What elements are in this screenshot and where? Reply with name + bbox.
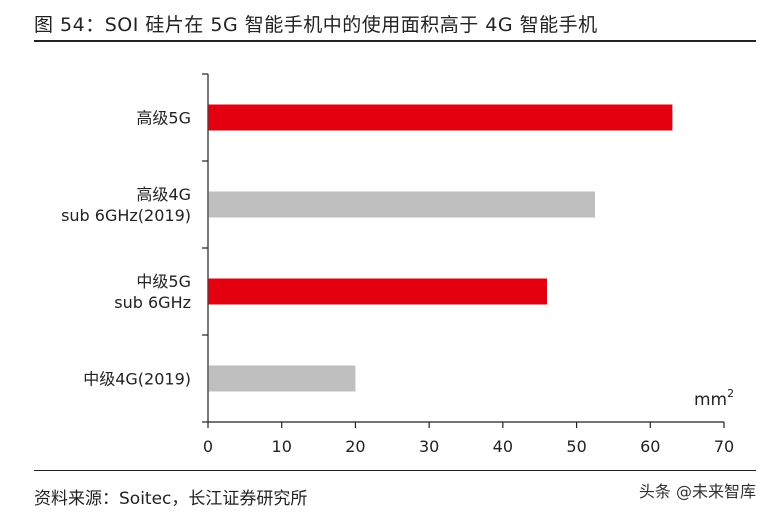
bar-chart: 高级5G 高级4G sub 6GHz(2019) 中级5G sub 6GHz 中级4G(2… <box>61 73 734 456</box>
bar <box>208 365 356 392</box>
bar <box>208 191 595 218</box>
source-rule <box>34 470 756 471</box>
x-tick-label: 30 <box>419 437 439 456</box>
figure-title: 图 54：SOI 硅片在 5G 智能手机中的使用面积高于 4G 智能手机 <box>34 14 598 36</box>
watermark: 头条 @未来智库 <box>638 482 756 501</box>
bar <box>208 278 548 305</box>
x-tick-label: 40 <box>493 437 513 456</box>
category-label: 高级4G <box>136 185 191 204</box>
x-tick-label: 70 <box>714 437 734 456</box>
category-label: sub 6GHz <box>114 293 191 312</box>
title-rule <box>34 40 756 42</box>
category-label: 中级5G <box>136 272 191 291</box>
source-text: 资料来源：Soitec，长江证券研究所 <box>34 489 308 509</box>
x-tick-label: 60 <box>640 437 660 456</box>
x-tick-label: 0 <box>203 437 213 456</box>
unit-label: mm2 <box>694 387 734 410</box>
category-label: sub 6GHz(2019) <box>61 206 191 225</box>
category-label: 中级4G(2019) <box>83 370 191 389</box>
x-tick-label: 50 <box>566 437 586 456</box>
x-tick-label: 10 <box>272 437 292 456</box>
bar <box>208 104 673 131</box>
x-tick-label: 20 <box>345 437 365 456</box>
category-label: 高级5G <box>136 109 191 128</box>
